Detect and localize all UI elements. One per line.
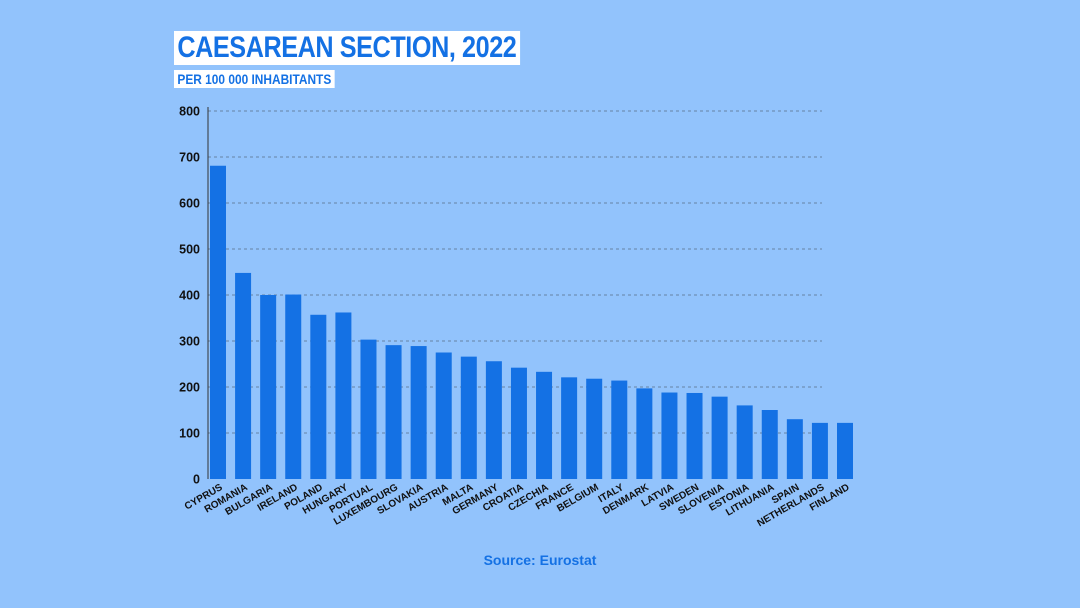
bar-germany: [485, 361, 502, 479]
y-tick-label: 800: [179, 105, 200, 119]
y-tick-label: 700: [179, 151, 200, 165]
chart-title: CAESAREAN SECTION, 2022: [174, 31, 520, 65]
y-tick-label: 200: [179, 381, 200, 395]
bar-croatia: [510, 367, 527, 479]
y-tick-label: 600: [179, 197, 200, 211]
bar-bulgaria: [260, 295, 277, 479]
bar-malta: [460, 356, 477, 479]
bar-lithuania: [761, 410, 778, 479]
y-tick-label: 400: [179, 289, 200, 303]
bar-belgium: [586, 378, 603, 479]
x-axis-labels: CYPRUSROMANIABULGARIAIRELANDPOLANDHUNGAR…: [183, 482, 852, 530]
bar-finland: [837, 422, 853, 479]
bar-slovenia: [711, 396, 728, 479]
y-tick-label: 500: [179, 243, 200, 257]
bar-denmark: [636, 388, 653, 479]
bar-portual: [360, 339, 377, 479]
bar-hungary: [335, 312, 352, 479]
y-tick-label: 100: [179, 427, 200, 441]
bar-cyprus: [210, 165, 226, 480]
y-tick-label: 300: [179, 335, 200, 349]
chart-subtitle: PER 100 000 INHABITANTS: [174, 70, 335, 88]
bar-luxembourg: [385, 345, 402, 479]
bar-sweden: [686, 392, 703, 479]
source-note: Source: Eurostat: [483, 552, 597, 568]
bar-ireland: [285, 294, 302, 479]
bar-france: [561, 377, 578, 479]
y-tick-label: 0: [193, 473, 200, 487]
bar-spain: [786, 419, 803, 479]
bar-netherlands: [811, 422, 828, 479]
bar-poland: [310, 314, 327, 479]
bar-czechia: [536, 371, 553, 479]
bar-slovakia: [410, 346, 427, 479]
bar-italy: [611, 380, 628, 479]
bar-austria: [435, 352, 452, 479]
bars: [210, 165, 853, 480]
y-axis-ticks: 0 100 200 300 400 500 600 700 800: [179, 105, 200, 487]
bar-latvia: [661, 392, 678, 479]
bar-estonia: [736, 405, 753, 479]
bar-romania: [235, 272, 252, 479]
